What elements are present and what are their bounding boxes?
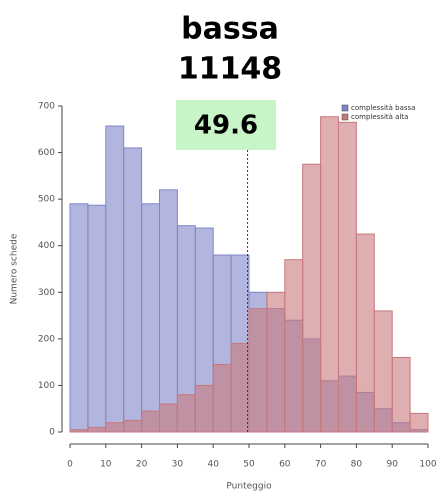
y-axis-label: Numero schede [10, 233, 20, 304]
legend-swatch [341, 104, 349, 112]
x-tick-label: 10 [100, 460, 112, 470]
y-tick-label: 200 [38, 334, 55, 344]
x-tick-label: 40 [207, 460, 219, 470]
bar [69, 429, 89, 433]
bar [373, 310, 393, 433]
y-tick-label: 600 [38, 148, 55, 158]
bar [391, 356, 411, 433]
bar [320, 116, 340, 433]
x-tick-label: 30 [172, 460, 184, 470]
legend-swatch [341, 113, 349, 121]
bar [230, 343, 250, 433]
bar [159, 403, 178, 433]
bar [87, 204, 107, 433]
value-box [176, 100, 276, 150]
bar [141, 203, 161, 433]
y-tick-label: 100 [38, 381, 55, 391]
bar [338, 121, 357, 433]
bar [212, 363, 232, 433]
bar [141, 410, 161, 433]
y-tick-label: 300 [38, 288, 55, 298]
x-tick-label: 100 [419, 460, 436, 470]
x-tick-label: 20 [136, 460, 148, 470]
bar [159, 189, 178, 433]
bar [87, 426, 107, 433]
legend-label: complessità bassa [351, 104, 415, 112]
x-tick-label: 80 [351, 460, 363, 470]
x-tick-label: 50 [243, 460, 255, 470]
bar [266, 291, 286, 433]
bar [409, 412, 429, 433]
bar [194, 384, 214, 433]
bar [355, 233, 375, 433]
count: 11148 [178, 52, 282, 87]
legend-label: complessità alta [351, 113, 408, 121]
bar [176, 394, 196, 433]
title: bassa [181, 12, 279, 47]
x-tick-label: 0 [67, 460, 73, 470]
bar [248, 308, 268, 433]
bar [123, 147, 143, 433]
y-tick-label: 500 [38, 195, 55, 205]
y-tick-label: 0 [49, 428, 55, 438]
y-tick-label: 400 [38, 241, 55, 251]
bar [284, 259, 304, 433]
bar [105, 422, 125, 433]
x-tick-label: 60 [279, 460, 291, 470]
bar [302, 163, 322, 433]
x-axis-label: Punteggio [226, 482, 272, 492]
x-tick-label: 90 [386, 460, 398, 470]
value-box-label: 49.6 [194, 111, 258, 141]
bar [123, 419, 143, 433]
bar [105, 125, 125, 433]
x-tick-label: 70 [315, 460, 327, 470]
y-tick-label: 700 [38, 102, 55, 112]
bar [69, 203, 89, 433]
